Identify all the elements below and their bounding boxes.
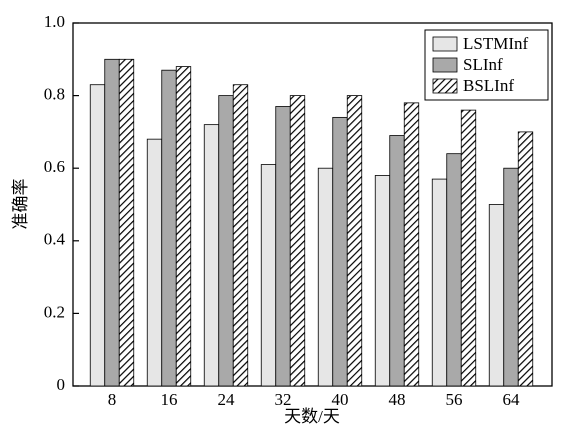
bar (275, 106, 291, 387)
legend-label: BSLInf (463, 76, 514, 95)
y-tick-label: 0.8 (44, 85, 65, 104)
bar (146, 138, 163, 387)
bar (289, 95, 306, 387)
bar (503, 167, 519, 387)
bar (460, 109, 477, 387)
x-axis-label: 天数/天 (284, 407, 340, 426)
bar (175, 66, 192, 387)
y-tick-label: 1.0 (44, 12, 65, 31)
y-tick-label: 0 (57, 375, 66, 394)
legend-label: LSTMInf (463, 34, 529, 53)
bar (346, 95, 363, 387)
y-axis-label: 准确率 (11, 179, 30, 230)
y-tick-label: 0.2 (44, 302, 65, 321)
bar (260, 164, 277, 387)
bar (431, 178, 448, 387)
x-tick-label: 16 (161, 390, 178, 409)
x-tick-label: 8 (108, 390, 117, 409)
bar (218, 95, 234, 387)
bar (89, 84, 106, 387)
bar (118, 58, 135, 387)
bar (317, 167, 334, 387)
legend-swatch (432, 57, 458, 73)
legend-label: SLInf (463, 55, 503, 74)
legend-swatch (432, 36, 458, 52)
x-tick-label: 40 (332, 390, 349, 409)
plot-frame (72, 22, 553, 387)
y-tick-label: 0.4 (44, 230, 66, 249)
bar (332, 116, 348, 387)
x-tick-label: 48 (389, 390, 406, 409)
bar (517, 131, 534, 387)
x-tick-label: 56 (446, 390, 463, 409)
bar (161, 69, 177, 387)
bar (203, 124, 220, 387)
bar (104, 58, 120, 387)
bar (403, 102, 420, 387)
bar (446, 153, 462, 387)
x-tick-label: 64 (503, 390, 521, 409)
legend-swatch (432, 78, 458, 94)
bar (374, 175, 391, 387)
bar (488, 204, 505, 387)
bar (389, 135, 405, 387)
y-tick-label: 0.6 (44, 157, 65, 176)
x-tick-label: 32 (275, 390, 292, 409)
x-tick-label: 24 (218, 390, 236, 409)
bar (232, 84, 249, 387)
